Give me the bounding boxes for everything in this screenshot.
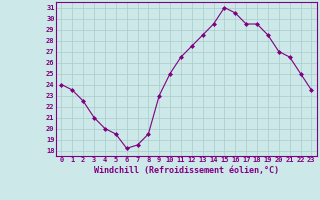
X-axis label: Windchill (Refroidissement éolien,°C): Windchill (Refroidissement éolien,°C) xyxy=(94,166,279,175)
